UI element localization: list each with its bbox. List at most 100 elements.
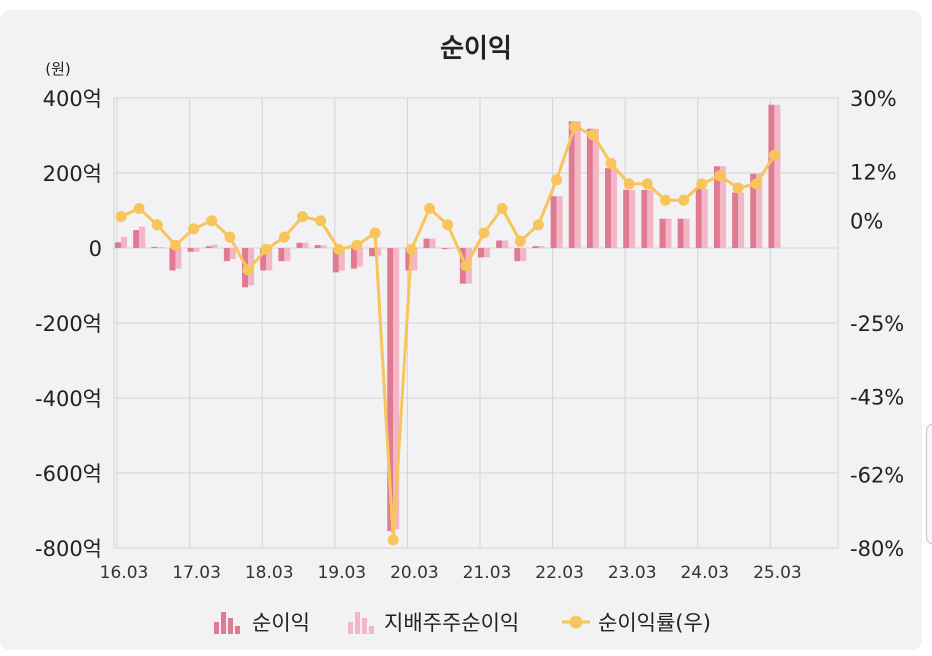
- bar-controlling-net-income: [338, 248, 345, 271]
- x-tick-label: 18.03: [245, 563, 294, 583]
- bar-controlling-net-income: [320, 245, 327, 248]
- net-margin-point: [224, 231, 236, 243]
- net-margin-point: [260, 243, 272, 255]
- y2-tick-label: -43%: [850, 386, 904, 410]
- x-tick-label: 19.03: [317, 563, 366, 583]
- bar-net-income: [514, 248, 521, 262]
- bar-net-income: [605, 168, 612, 248]
- x-tick-label: 20.03: [390, 563, 439, 583]
- bar-net-income: [405, 248, 412, 271]
- bar-net-income: [350, 248, 357, 269]
- y-tick-label: -400억: [35, 387, 102, 411]
- net-margin-line: [120, 125, 776, 542]
- bar-net-income: [732, 192, 739, 248]
- bar-controlling-net-income: [302, 242, 309, 248]
- bar-controlling-net-income: [719, 166, 726, 248]
- bar-controlling-net-income: [284, 248, 291, 262]
- bar-net-income: [115, 242, 121, 248]
- net-margin-point: [351, 239, 363, 251]
- legend-controlling-icon: [348, 622, 353, 634]
- bar-controlling-net-income: [701, 188, 708, 248]
- bar-controlling-net-income: [502, 240, 509, 248]
- y2-tick-label: 0%: [850, 210, 883, 234]
- margin-line-layer: [115, 121, 780, 546]
- net-margin-point: [115, 211, 127, 223]
- net-margin-point: [405, 243, 417, 255]
- net-margin-point: [696, 178, 708, 190]
- x-tick-label: 17.03: [172, 563, 221, 583]
- legend-controlling-icon: [355, 612, 360, 634]
- x-tick-label: 16.03: [100, 563, 149, 583]
- bar-controlling-net-income: [447, 248, 454, 250]
- bar-controlling-net-income: [665, 218, 672, 248]
- bar-controlling-net-income: [157, 246, 164, 248]
- net-margin-point: [605, 157, 617, 169]
- bar-controlling-net-income: [574, 121, 581, 248]
- y-tick-label: 200억: [43, 162, 102, 186]
- bar-controlling-net-income: [356, 248, 363, 267]
- bar-net-income: [187, 248, 194, 252]
- net-margin-point: [315, 215, 327, 227]
- bar-controlling-net-income: [211, 244, 218, 248]
- net-margin-point: [496, 202, 508, 214]
- bar-controlling-net-income: [611, 168, 618, 248]
- net-margin-point: [242, 264, 254, 276]
- bar-net-income: [496, 240, 503, 248]
- bar-controlling-net-income: [175, 248, 182, 269]
- legend-net-income-icon: [221, 612, 226, 634]
- bar-net-income: [387, 248, 394, 532]
- bar-net-income: [260, 248, 267, 271]
- bar-net-income: [223, 248, 230, 262]
- bar-net-income: [296, 242, 303, 248]
- bar-net-income: [659, 218, 666, 248]
- net-margin-point: [660, 194, 671, 206]
- y-tick-label: -200억: [35, 312, 102, 336]
- bars-layer: [115, 104, 781, 532]
- bar-controlling-net-income: [429, 238, 436, 248]
- bar-net-income: [205, 246, 212, 248]
- bar-net-income: [423, 238, 430, 248]
- x-tick-label: 25.03: [753, 563, 802, 583]
- x-tick-label: 23.03: [608, 563, 657, 583]
- bar-controlling-net-income: [484, 248, 490, 258]
- y2-tick-label: -25%: [850, 312, 904, 336]
- legend: 순이익 지배주주순이익 순이익률(우): [214, 611, 711, 635]
- side-scroll-tab[interactable]: [926, 424, 932, 544]
- bar-net-income: [768, 104, 775, 248]
- bar-net-income: [441, 248, 448, 250]
- y-axis-labels: 400억 200억 0 -200억 -400억 -600억 -800억: [35, 87, 102, 561]
- legend-label-controlling: 지배주주순이익: [384, 611, 519, 635]
- bar-net-income: [641, 189, 648, 248]
- y2-tick-label: -62%: [850, 463, 904, 487]
- bar-net-income: [550, 196, 557, 248]
- bar-net-income: [332, 248, 339, 273]
- x-axis-labels: 16.03 17.03 18.03 19.03 20.03 21.03 22.03 23.03…: [100, 563, 802, 583]
- bar-controlling-net-income: [738, 192, 745, 248]
- bar-controlling-net-income: [193, 248, 200, 252]
- net-margin-point: [714, 170, 726, 182]
- bar-controlling-net-income: [538, 246, 545, 248]
- bar-net-income: [695, 188, 702, 248]
- bar-net-income: [586, 128, 593, 248]
- x-tick-label: 24.03: [680, 563, 729, 583]
- legend-controlling-icon: [369, 626, 374, 634]
- legend-margin-dot-icon: [569, 615, 583, 629]
- bar-controlling-net-income: [629, 189, 636, 248]
- net-margin-point: [750, 178, 762, 190]
- net-margin-point: [297, 211, 308, 223]
- net-margin-point: [532, 219, 544, 231]
- net-margin-point: [551, 174, 563, 186]
- bar-net-income: [677, 218, 684, 248]
- net-margin-point: [206, 215, 218, 227]
- net-margin-point: [278, 231, 290, 243]
- net-margin-point: [369, 227, 381, 239]
- y2-tick-label: 12%: [850, 161, 897, 185]
- net-margin-point: [587, 129, 599, 141]
- net-margin-point: [333, 243, 345, 255]
- net-margin-point: [133, 202, 145, 214]
- net-margin-point: [732, 182, 744, 194]
- y2-axis-labels: 30% 12% 0% -25% -43% -62% -80%: [850, 87, 904, 561]
- bar-net-income: [478, 248, 484, 258]
- bar-net-income: [278, 248, 285, 262]
